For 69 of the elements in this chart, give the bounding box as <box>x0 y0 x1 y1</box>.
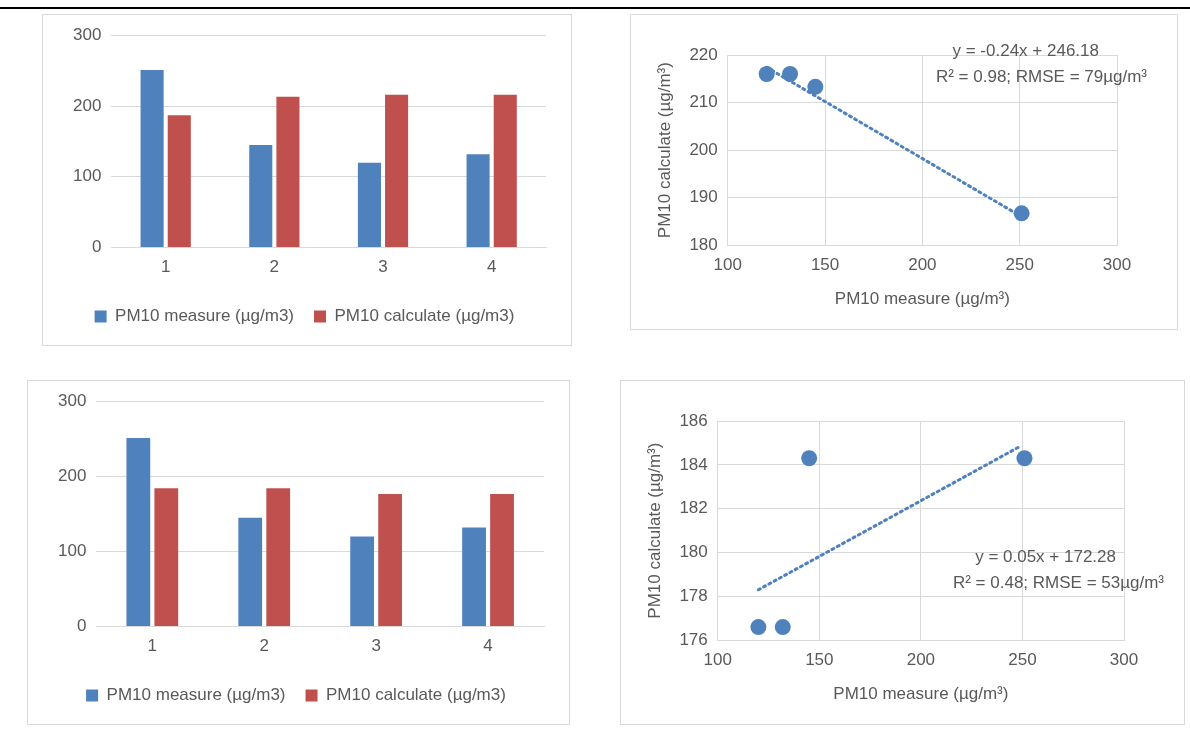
x-tick-label: 1 <box>147 636 158 656</box>
y-tick-label: 300 <box>57 390 87 410</box>
y-tick-label: 100 <box>72 166 102 186</box>
bar <box>140 69 164 248</box>
y-tick-label: 200 <box>689 139 718 159</box>
y-tick-label: 0 <box>91 237 102 257</box>
bar <box>249 144 273 248</box>
y-tick-label: 180 <box>689 234 718 254</box>
bar <box>493 94 517 248</box>
annotation: R² = 0.98; RMSE = 79µg/m³ <box>935 66 1148 86</box>
y-tick-label: 220 <box>689 44 718 64</box>
y-tick-label: 186 <box>679 410 708 430</box>
annotation: R² = 0.48; RMSE = 53µg/m³ <box>952 572 1165 592</box>
bar <box>350 536 375 627</box>
bar <box>238 517 263 627</box>
y-tick-label: 190 <box>689 187 718 207</box>
x-tick-label: 100 <box>713 255 742 275</box>
x-tick-label: 300 <box>1109 650 1139 670</box>
bar <box>466 154 490 248</box>
x-tick-label: 3 <box>371 636 381 656</box>
x-tick-label: 2 <box>259 636 269 656</box>
y-tick-label: 0 <box>76 616 87 636</box>
x-tick-label: 200 <box>908 255 937 275</box>
y-tick-label: 100 <box>57 541 87 561</box>
y-axis-title: PM10 calculate (µg/m³) <box>644 442 664 619</box>
x-tick-label: 2 <box>269 257 280 277</box>
y-tick-label: 184 <box>679 454 708 474</box>
x-tick-label: 3 <box>378 257 388 277</box>
annotation: y = 0.05x + 172.28 <box>975 546 1116 566</box>
x-axis-title: PM10 measure (µg/m³) <box>833 684 1009 704</box>
x-tick-label: 100 <box>703 650 732 670</box>
bar <box>385 94 409 248</box>
y-tick-label: 178 <box>679 586 708 606</box>
point <box>807 78 824 95</box>
point <box>782 66 799 83</box>
y-axis-title: PM10 calculate (µg/m³) <box>654 62 674 239</box>
x-tick-label: 200 <box>906 650 936 670</box>
x-tick-label: 4 <box>483 636 493 656</box>
x-tick-label: 250 <box>1005 255 1034 275</box>
legend-label: PM10 calculate (µg/m3) <box>326 685 506 705</box>
x-tick-label: 250 <box>1008 650 1037 670</box>
y-tick-label: 200 <box>72 95 102 115</box>
bar <box>378 493 403 627</box>
bar <box>462 527 486 627</box>
legend-label: PM10 calculate (µg/m3) <box>334 306 515 326</box>
bar <box>357 162 381 248</box>
y-tick-label: 180 <box>679 542 708 562</box>
x-tick-label: 150 <box>805 650 834 670</box>
bar <box>154 488 179 627</box>
bar <box>126 438 151 627</box>
legend-label: PM10 measure (µg/m3) <box>115 306 295 326</box>
y-tick-label: 200 <box>57 466 87 486</box>
bar <box>276 96 300 248</box>
x-axis-title: PM10 measure (µg/m³) <box>834 289 1010 309</box>
y-tick-label: 300 <box>72 24 102 44</box>
x-tick-label: 4 <box>486 257 497 277</box>
x-tick-label: 300 <box>1102 255 1132 275</box>
legend-label: PM10 measure (µg/m3) <box>106 685 286 705</box>
y-tick-label: 182 <box>679 498 708 518</box>
y-tick-label: 176 <box>679 629 708 649</box>
point <box>1013 205 1030 222</box>
y-tick-label: 210 <box>689 92 718 112</box>
x-tick-label: 150 <box>810 255 840 275</box>
bar <box>167 115 191 248</box>
annotation: y = -0.24x + 246.18 <box>952 40 1099 60</box>
bar <box>490 493 514 627</box>
x-tick-label: 1 <box>160 257 171 277</box>
point <box>758 66 775 83</box>
bar <box>266 488 291 627</box>
